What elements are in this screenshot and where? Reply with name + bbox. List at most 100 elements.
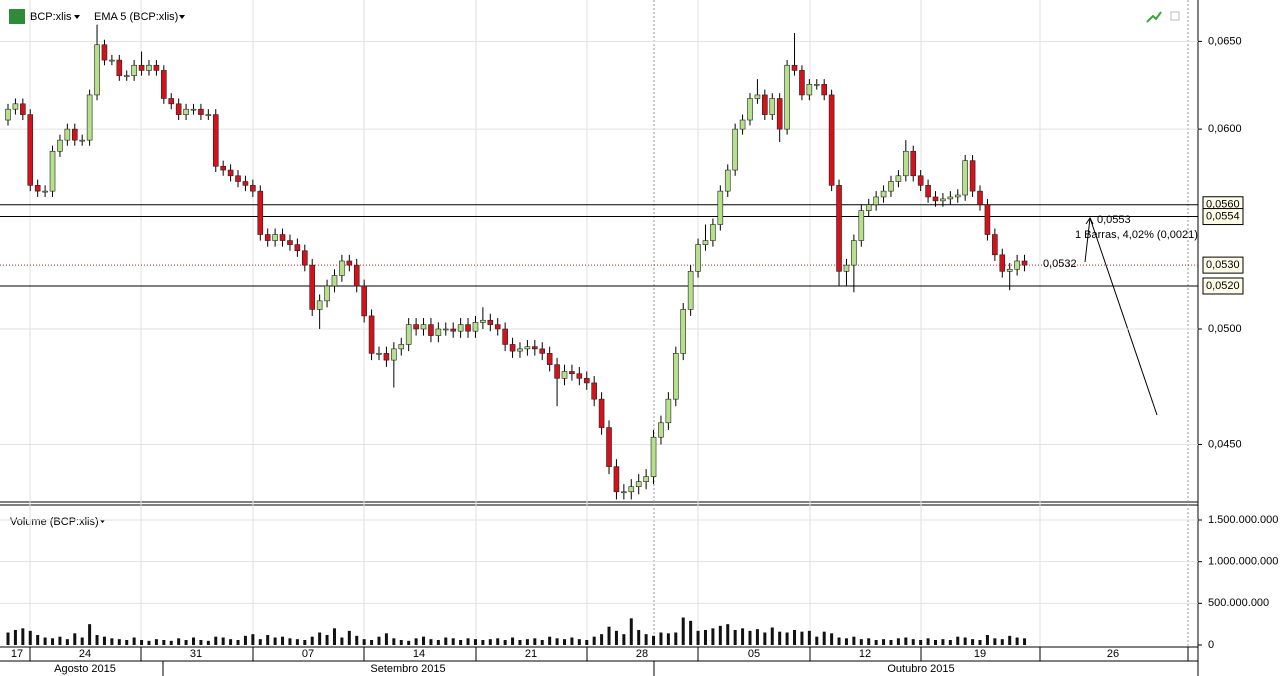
candle-body <box>910 150 917 177</box>
volume-bar <box>800 631 804 645</box>
volume-bar <box>258 639 262 645</box>
candle-body <box>517 348 523 352</box>
volume-bar <box>192 637 195 645</box>
annotation: 0,0553 <box>1097 214 1131 226</box>
volume-bar <box>770 627 774 645</box>
candle-body <box>940 198 946 202</box>
annotation: 1 Barras, 4,02% (0,0021) <box>1075 229 1198 241</box>
volume-bar <box>169 640 173 645</box>
volume-bar <box>229 639 233 645</box>
drawing-line[interactable] <box>1084 217 1091 263</box>
candle-body <box>420 324 427 330</box>
volume-bar <box>533 638 537 645</box>
candle-body <box>836 185 842 272</box>
volume-bar <box>51 638 55 645</box>
window-button[interactable] <box>1170 11 1180 21</box>
candle-body <box>569 371 575 375</box>
candle-body <box>376 353 382 355</box>
candle-body <box>20 103 26 115</box>
volume-bar <box>362 639 366 645</box>
volume-bar <box>919 640 923 645</box>
volume-bar <box>496 638 500 645</box>
candle-body <box>1021 260 1028 266</box>
volume-bar <box>1023 638 1027 645</box>
volume-bar <box>6 632 10 645</box>
volume-bar <box>110 638 114 645</box>
level-label-box <box>1202 277 1244 295</box>
x-tick-label: 26 <box>1107 648 1119 660</box>
candle-body <box>791 64 798 71</box>
volume-bar <box>281 636 285 645</box>
trend-icon[interactable] <box>1146 11 1162 23</box>
volume-bar <box>199 640 203 645</box>
candle-body <box>391 348 397 361</box>
x-tick-label: 28 <box>636 648 648 660</box>
candle-body <box>650 436 657 477</box>
candle-body <box>472 322 479 332</box>
volume-bar <box>896 638 900 645</box>
drawing-arrow[interactable] <box>1085 217 1094 225</box>
level-label: 0,0530 <box>1206 259 1240 271</box>
volume-bar <box>273 637 277 645</box>
candle-body <box>992 234 998 256</box>
volume-bar <box>711 628 715 645</box>
volume-bar <box>948 640 952 645</box>
candle-body <box>665 398 672 424</box>
volume-bar <box>266 635 270 645</box>
candle-body <box>494 324 501 330</box>
volume-bar <box>726 624 730 645</box>
candle-body <box>865 204 872 211</box>
volume-bar <box>288 638 292 645</box>
candle-body <box>480 319 486 323</box>
symbol-label[interactable]: BCP:xlis <box>30 11 72 23</box>
candle-body <box>828 94 835 186</box>
candle-body <box>717 190 724 225</box>
volume-title[interactable]: Volume (BCP:xlis) <box>10 516 99 528</box>
candle-body <box>346 260 353 266</box>
volume-bar <box>73 633 77 645</box>
volume-bar <box>889 640 893 645</box>
candle-body <box>583 378 590 384</box>
volume-bar <box>525 639 529 645</box>
volume-bar <box>956 636 960 645</box>
dropdown-arrow[interactable] <box>100 520 105 523</box>
volume-bar <box>43 637 47 645</box>
volume-bar <box>221 637 225 645</box>
candle-body <box>687 271 694 310</box>
candle-body <box>146 64 152 71</box>
candle-body <box>769 98 776 115</box>
volume-bar <box>748 630 752 645</box>
volume-bar <box>563 639 566 645</box>
dropdown-arrow[interactable] <box>74 15 80 19</box>
volume-bar <box>689 620 693 645</box>
volume-bar <box>332 628 336 645</box>
candle-body <box>1006 268 1013 272</box>
x-tick-label: 24 <box>79 648 91 660</box>
candle-body <box>598 398 605 428</box>
candle-body <box>457 324 464 332</box>
volume-bar <box>214 636 218 645</box>
candle-body <box>613 466 620 493</box>
volume-bar <box>666 633 670 645</box>
indicator-label[interactable]: EMA 5 (BCP:xlis) <box>94 11 178 23</box>
volume-bar <box>511 637 515 645</box>
candle-body <box>123 75 130 77</box>
volume-bar <box>993 638 997 645</box>
drawing-line[interactable] <box>1089 217 1158 416</box>
candle-body <box>843 264 850 272</box>
candle-body <box>821 84 828 96</box>
dropdown-arrow[interactable] <box>179 15 185 19</box>
volume-bar <box>303 640 307 645</box>
volume-bar <box>844 638 848 645</box>
candle-body <box>851 240 857 266</box>
candle-body <box>279 234 286 241</box>
volume-bar <box>674 632 678 645</box>
volume-bar <box>377 636 381 645</box>
candle-body <box>969 160 976 192</box>
symbol-icon <box>9 9 25 24</box>
volume-bar <box>310 636 314 645</box>
volume-bar <box>347 630 351 645</box>
volume-bar <box>295 639 299 645</box>
candle-body <box>487 319 494 325</box>
